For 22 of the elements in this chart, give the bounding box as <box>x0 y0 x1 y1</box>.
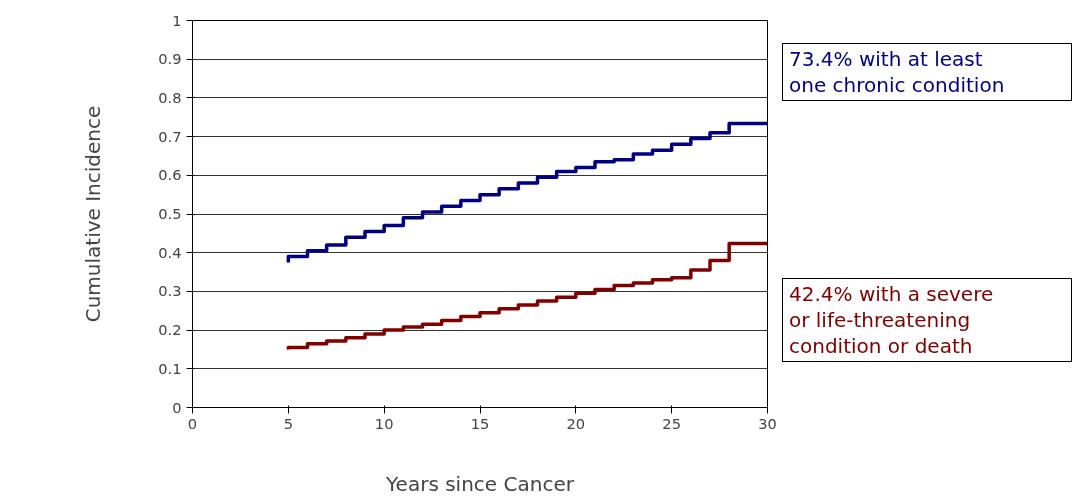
x-tick-label: 20 <box>566 414 586 432</box>
y-tick-label: 0.1 <box>158 359 182 377</box>
y-tick-label: 0.5 <box>158 205 182 222</box>
y-tick-label: 1 <box>172 11 182 29</box>
text: 42.4% with a severe or life-threatening condition or death <box>789 281 994 359</box>
y-tick-label: 0.3 <box>158 282 182 300</box>
y-tick-label: 0.7 <box>158 127 182 145</box>
y-tick-label: 0.4 <box>158 243 182 261</box>
y-axis-title: Cumulative Incidence <box>81 105 106 323</box>
x-tick-label: 10 <box>374 414 394 432</box>
y-tick-label: 0.9 <box>158 50 182 68</box>
y-tick-label: 0.2 <box>158 321 182 339</box>
x-tick-label: 25 <box>662 414 681 432</box>
x-axis-title: Years since Cancer <box>385 471 575 496</box>
y-tick-label: 0 <box>172 398 182 416</box>
x-tick-label: 5 <box>283 414 293 432</box>
y-tick-label: 0.6 <box>158 166 182 184</box>
x-tick-label: 30 <box>758 414 777 432</box>
text: 73.4% with at least one chronic condition <box>789 46 1005 98</box>
y-tick-label: 0.8 <box>158 88 182 106</box>
x-tick-label: 0 <box>187 414 198 432</box>
x-tick-label: 15 <box>470 414 490 432</box>
